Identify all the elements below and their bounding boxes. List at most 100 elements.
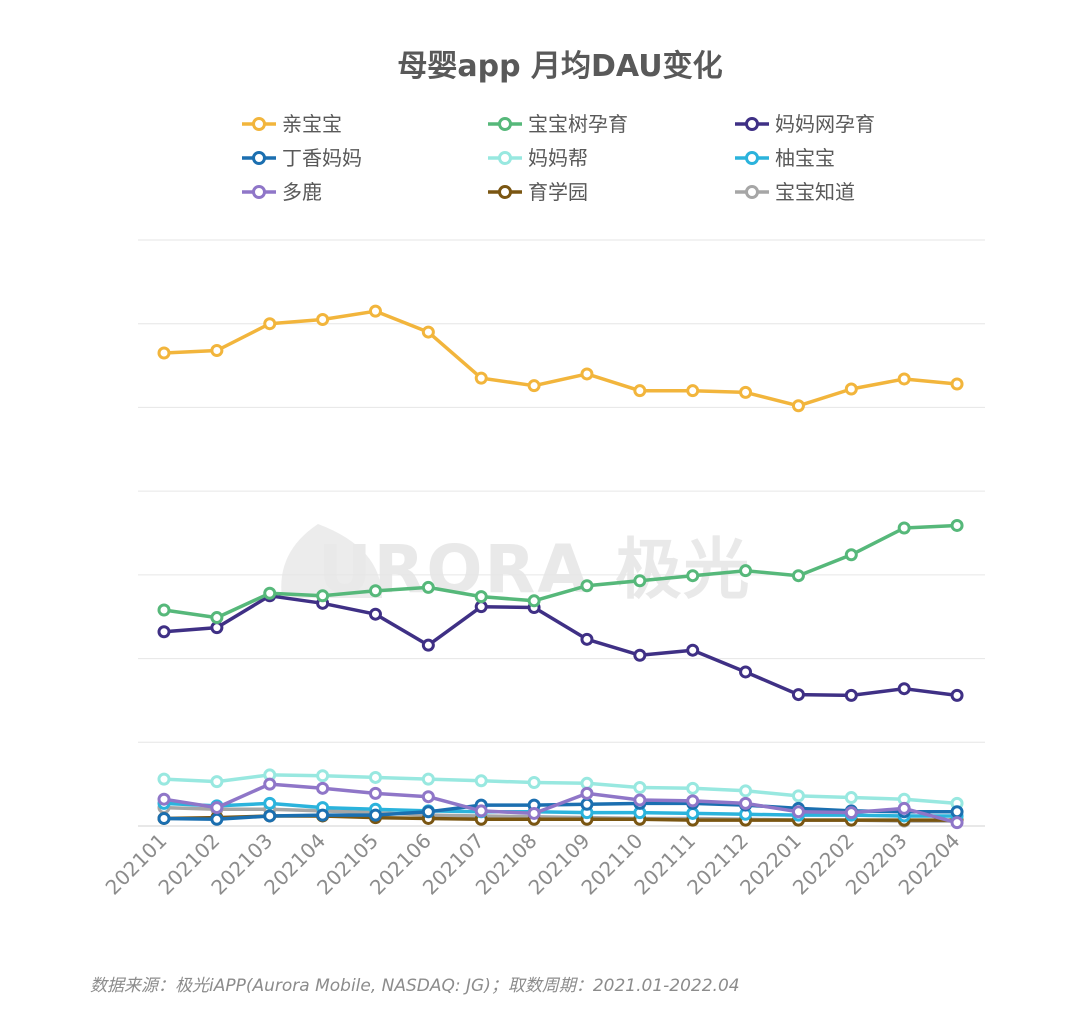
data-point: [316, 313, 330, 327]
data-point: [580, 776, 594, 790]
legend-label: 妈妈帮: [528, 146, 588, 170]
series-6: [157, 777, 964, 830]
legend-swatch-marker: [252, 117, 266, 131]
grid: [138, 239, 985, 827]
data-point: [316, 589, 330, 603]
legend-item: 妈妈网孕育: [735, 112, 875, 136]
data-point: [633, 793, 647, 807]
data-point: [580, 579, 594, 593]
data-point: [474, 804, 488, 818]
legend-item: 妈妈帮: [488, 146, 588, 170]
legend-item: 宝宝树孕育: [488, 112, 628, 136]
data-point: [739, 665, 753, 679]
data-point: [844, 688, 858, 702]
data-point: [686, 806, 700, 820]
legend-label: 亲宝宝: [282, 112, 342, 136]
data-point: [633, 780, 647, 794]
data-point: [633, 648, 647, 662]
legend-label: 育学园: [528, 180, 588, 204]
data-point: [791, 688, 805, 702]
data-point: [263, 809, 277, 823]
data-point: [950, 805, 964, 819]
legend-swatch-marker: [498, 117, 512, 131]
legend-item: 亲宝宝: [242, 112, 342, 136]
data-point: [263, 777, 277, 791]
data-point: [210, 801, 224, 815]
data-point: [844, 382, 858, 396]
data-point: [368, 584, 382, 598]
data-point: [368, 770, 382, 784]
data-point: [210, 621, 224, 635]
data-point: [897, 801, 911, 815]
data-point: [421, 580, 435, 594]
source-note: 数据来源：极光iAPP(Aurora Mobile, NASDAQ: JG)；取…: [90, 976, 740, 996]
data-point: [580, 632, 594, 646]
data-point: [739, 796, 753, 810]
x-axis-ticks: 2021012021022021032021042021052021062021…: [101, 829, 965, 900]
legend-swatch-marker: [498, 185, 512, 199]
series-line: [163, 782, 958, 825]
data-point: [421, 790, 435, 804]
data-point: [157, 772, 171, 786]
legend-label: 宝宝树孕育: [528, 112, 628, 136]
data-point: [739, 784, 753, 798]
legend-label: 丁香妈妈: [282, 146, 362, 170]
data-point: [527, 594, 541, 608]
data-point: [686, 569, 700, 583]
series-line: [163, 594, 958, 698]
data-point: [686, 781, 700, 795]
data-point: [633, 384, 647, 398]
legend-swatch-marker: [252, 151, 266, 165]
legend-item: 丁香妈妈: [242, 146, 362, 170]
legend-item: 多鹿: [242, 180, 322, 204]
data-point: [580, 797, 594, 811]
data-point: [157, 811, 171, 825]
data-point: [474, 590, 488, 604]
data-point: [791, 789, 805, 803]
data-point: [950, 518, 964, 532]
data-point: [950, 377, 964, 391]
data-point: [897, 521, 911, 535]
data-point: [844, 548, 858, 562]
series-line: [163, 523, 958, 620]
series-lines: [157, 304, 964, 830]
legend-label: 多鹿: [282, 180, 322, 204]
data-point: [844, 806, 858, 820]
data-point: [580, 786, 594, 800]
watermark-logo-shape: [281, 524, 382, 598]
data-point: [686, 643, 700, 657]
data-point: [157, 625, 171, 639]
data-point: [368, 607, 382, 621]
data-point: [210, 775, 224, 789]
data-point: [368, 304, 382, 318]
data-point: [527, 379, 541, 393]
series-1: [157, 518, 964, 625]
data-point: [580, 367, 594, 381]
data-point: [316, 781, 330, 795]
series-4: [157, 768, 964, 810]
data-point: [791, 399, 805, 413]
data-point: [474, 371, 488, 385]
data-point: [263, 317, 277, 331]
data-point: [421, 805, 435, 819]
data-point: [157, 603, 171, 617]
data-point: [210, 344, 224, 358]
data-point: [950, 688, 964, 702]
data-point: [157, 792, 171, 806]
legend-label: 妈妈网孕育: [775, 112, 875, 136]
data-point: [527, 775, 541, 789]
data-point: [844, 791, 858, 805]
data-point: [739, 385, 753, 399]
legend-label: 宝宝知道: [775, 180, 855, 204]
legend-item: 柚宝宝: [735, 146, 835, 170]
series-line: [163, 773, 958, 806]
data-point: [791, 569, 805, 583]
legend-item: 宝宝知道: [735, 180, 855, 204]
data-point: [739, 564, 753, 578]
data-point: [527, 806, 541, 820]
data-point: [316, 808, 330, 822]
legend-swatch-marker: [745, 117, 759, 131]
series-line: [163, 801, 957, 818]
